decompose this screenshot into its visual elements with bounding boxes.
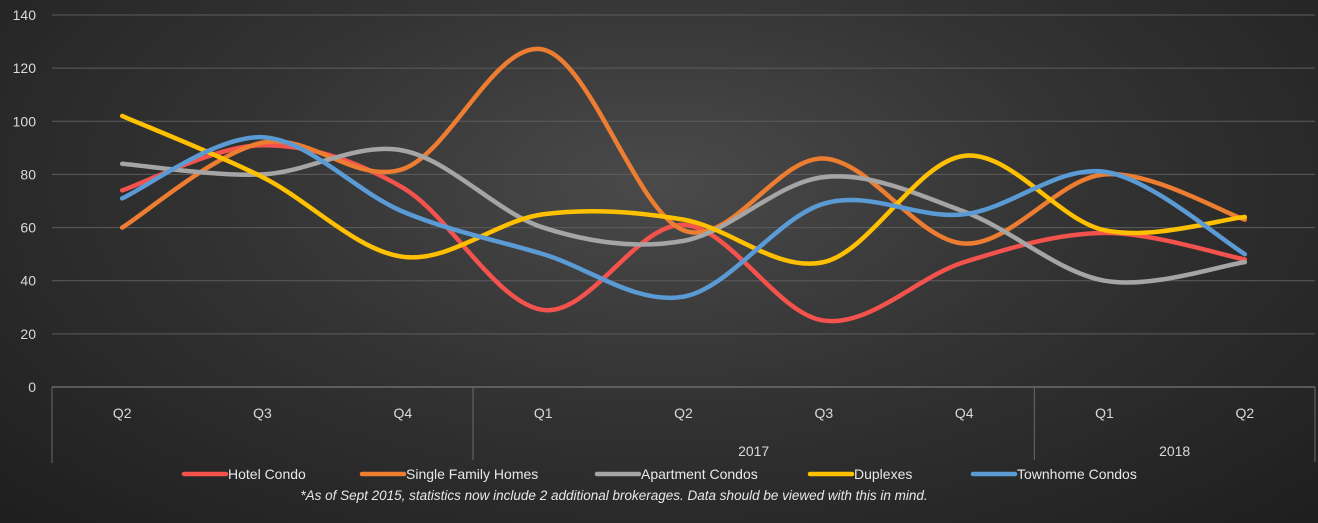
x-tick-label: Q4: [955, 405, 974, 421]
series-line-apartment-condos: [119, 146, 1248, 285]
legend-label-townhome-condos: Townhome Condos: [1017, 466, 1137, 482]
y-tick-label: 60: [20, 220, 36, 236]
series-layer: [119, 46, 1248, 324]
x-tick-label: Q2: [674, 405, 693, 421]
x-axis: Q2 Q3 Q4 Q1 Q2 Q3 Q4 Q1 Q2 2017 2018: [51, 387, 1316, 463]
legend-label-duplexes: Duplexes: [854, 466, 912, 482]
series-line-townhome-condos: [119, 134, 1248, 301]
y-tick-label: 20: [20, 326, 36, 342]
x-tick-label: Q1: [1095, 405, 1114, 421]
x-tick-label: Q2: [113, 405, 132, 421]
y-tick-label: 0: [28, 379, 36, 395]
x-tick-label: Q3: [814, 405, 833, 421]
y-tick-label: 140: [13, 7, 37, 23]
legend-label-hotel-condo: Hotel Condo: [228, 466, 306, 482]
chart-footnote: *As of Sept 2015, statistics now include…: [300, 488, 927, 503]
series-line-single-family-homes: [119, 46, 1248, 246]
x-group-label: 2018: [1159, 443, 1190, 459]
x-tick-label: Q3: [253, 405, 272, 421]
y-tick-label: 40: [20, 273, 36, 289]
y-tick-label: 80: [20, 166, 36, 182]
x-tick-label: Q4: [393, 405, 412, 421]
legend-label-apartment-condos: Apartment Condos: [641, 466, 758, 482]
y-tick-label: 120: [13, 60, 37, 76]
y-tick-label: 100: [13, 113, 37, 129]
x-tick-label: Q1: [534, 405, 553, 421]
y-axis: 0 20 40 60 80 100 120 140: [13, 7, 37, 395]
x-group-label: 2017: [738, 443, 769, 459]
series-line-duplexes: [119, 113, 1248, 266]
grid-layer: [52, 14, 1315, 388]
legend-label-single-family-homes: Single Family Homes: [406, 466, 538, 482]
x-tick-label: Q2: [1235, 405, 1254, 421]
legend: Hotel Condo Single Family Homes Apartment …: [181, 466, 1137, 482]
